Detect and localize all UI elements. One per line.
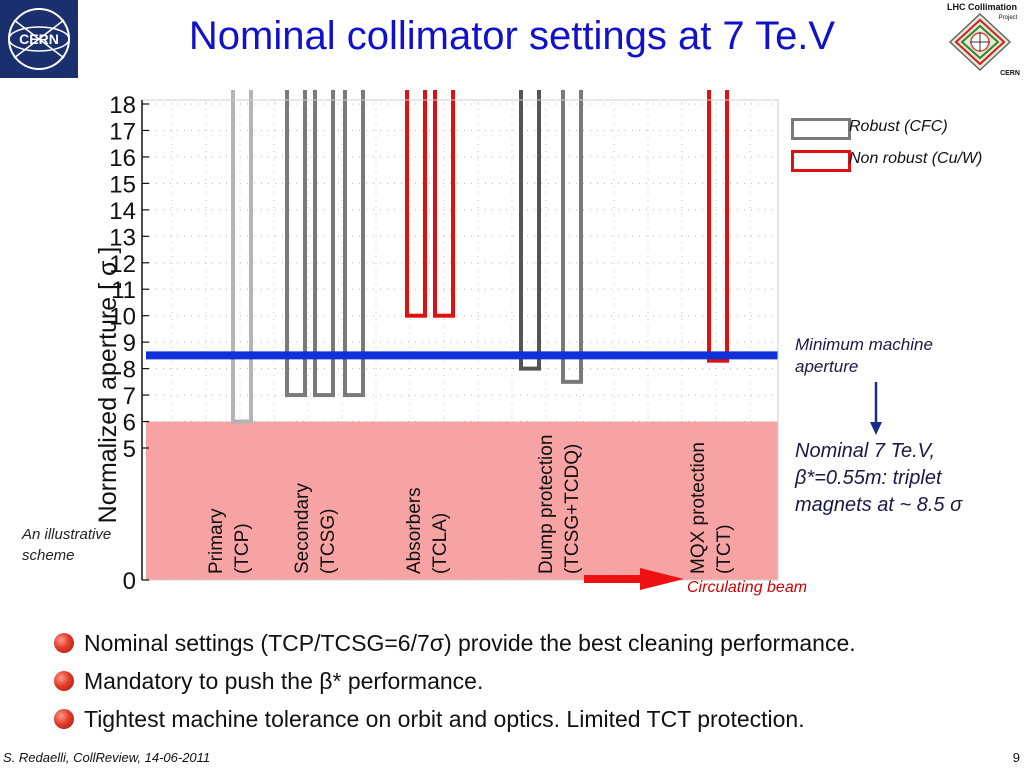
bullet-icon xyxy=(54,709,74,729)
bullet-text-3: Tightest machine tolerance on orbit and … xyxy=(84,706,805,732)
legend-label-robust: Robust (CFC) xyxy=(849,118,948,135)
min-aperture-line-1: Minimum machine xyxy=(795,335,933,354)
group-label: Secondary (TCSG) xyxy=(292,483,339,574)
y-tick-label: 13 xyxy=(109,224,136,251)
y-tick-label: 18 xyxy=(109,92,136,119)
group-label: Primary (TCP) xyxy=(206,508,253,574)
group-label-line-2: (TCP) xyxy=(232,523,253,574)
group-label-line-1: MQX protection xyxy=(688,442,709,574)
bullet-text-1: Nominal settings (TCP/TCSG=6/7σ) provide… xyxy=(84,630,856,656)
collimator-bar xyxy=(313,90,335,398)
y-tick-label: 17 xyxy=(109,118,136,145)
y-tick-label: 6 xyxy=(123,410,136,437)
lhc-collimation-logo: LHC Collimation Project CERN xyxy=(947,2,1020,77)
plot-left-mask xyxy=(134,100,146,592)
nominal-line-2: β*=0.55m: triplet xyxy=(795,467,942,489)
group-label-line-2: (TCSG) xyxy=(318,509,339,574)
group-label-line-2: (TCLA) xyxy=(430,513,451,574)
cern-logo-text: CERN xyxy=(19,31,59,47)
y-tick-label: 16 xyxy=(109,145,136,172)
y-tick-label: 14 xyxy=(109,198,136,225)
collimator-bar xyxy=(405,90,427,318)
illustrative-line-1: An illustrative xyxy=(22,526,112,543)
down-arrow-icon xyxy=(870,382,882,435)
y-tick-label: 5 xyxy=(123,436,136,463)
group-label-line-1: Dump protection xyxy=(536,435,557,574)
collimator-bar xyxy=(231,90,253,424)
footer-author: S. Redaelli, CollReview, 14-06-2011 xyxy=(3,750,211,765)
group-label-line-2: (TCSG+TCDQ) xyxy=(562,444,583,574)
min-aperture-note: Minimum machine aperture xyxy=(795,334,995,378)
collimator-bar xyxy=(519,90,541,371)
nominal-line-3: magnets at ~ 8.5 σ xyxy=(795,494,963,516)
group-label: Dump protection (TCSG+TCDQ) xyxy=(536,435,583,574)
collimator-bar xyxy=(561,90,583,384)
legend-swatch-robust xyxy=(791,118,851,140)
beam-arrow-icon xyxy=(584,568,684,590)
y-tick-label: 10 xyxy=(109,304,136,331)
nominal-line-1: Nominal 7 Te.V, xyxy=(795,440,936,462)
group-label-line-2: (TCT) xyxy=(714,524,735,574)
group-label-line-1: Primary xyxy=(206,508,227,574)
collimator-bar xyxy=(707,90,729,363)
illustrative-note: An illustrative scheme xyxy=(22,524,142,566)
lhc-logo-project: Project xyxy=(999,15,1018,21)
circulating-beam-label: Circulating beam xyxy=(687,579,808,596)
group-label: Absorbers (TCLA) xyxy=(404,487,451,574)
min-aperture-line-2: aperture xyxy=(795,357,859,376)
nominal-triplet-note: Nominal 7 Te.V, β*=0.55m: triplet magnet… xyxy=(795,438,1024,519)
page-number: 9 xyxy=(1012,750,1020,765)
y-tick-label: 9 xyxy=(123,330,136,357)
legend-label-non-robust: Non robust (Cu/W) xyxy=(849,150,983,167)
collimator-bar xyxy=(343,90,365,398)
collimator-bar xyxy=(285,90,307,398)
lhc-logo-title: LHC Collimation xyxy=(947,2,1017,12)
group-label-line-1: Secondary xyxy=(292,483,313,574)
legend-swatch-non-robust xyxy=(791,150,851,172)
slide-title: Nominal collimator settings at 7 Te.V xyxy=(188,14,836,58)
y-tick-label: 7 xyxy=(123,383,136,410)
bullet-icon xyxy=(54,671,74,691)
group-label: MQX protection (TCT) xyxy=(688,442,735,574)
group-label-line-1: Absorbers xyxy=(404,487,425,574)
y-tick-label: 8 xyxy=(123,357,136,384)
y-tick-label: 11 xyxy=(111,277,136,304)
illustrative-line-2: scheme xyxy=(22,547,75,564)
bullet-icon xyxy=(54,633,74,653)
bullet-text-2: Mandatory to push the β* performance. xyxy=(84,668,484,694)
collimator-bar xyxy=(433,90,455,318)
y-axis-label: Normalized aperture [ σ ] xyxy=(94,247,122,524)
y-tick-label: 15 xyxy=(109,171,136,198)
y-tick-label: 0 xyxy=(123,568,136,595)
y-tick-label: 12 xyxy=(109,251,136,278)
plot-bottom-mask xyxy=(138,580,794,600)
lhc-logo-cern: CERN xyxy=(1000,70,1020,77)
cern-logo: CERN xyxy=(0,0,78,78)
